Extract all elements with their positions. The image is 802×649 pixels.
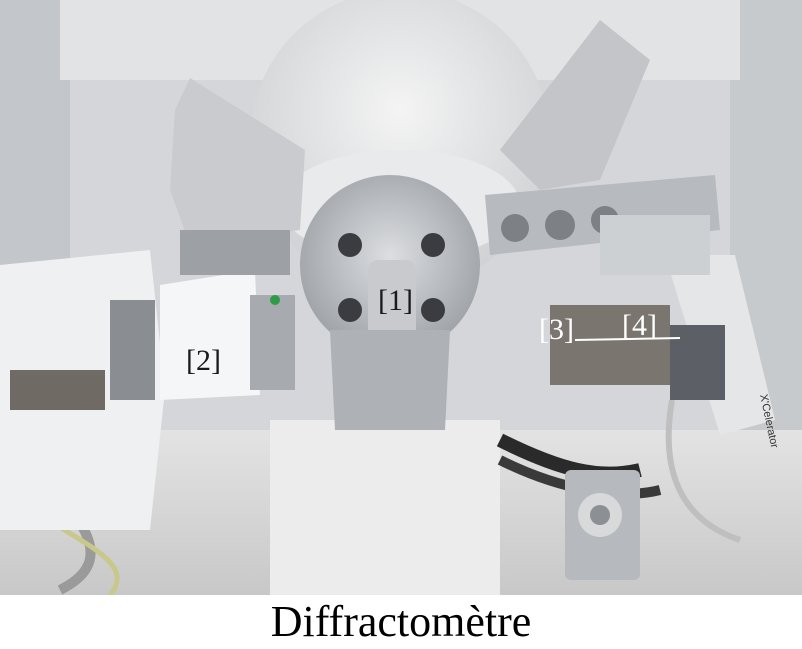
cable — [665, 399, 741, 543]
stage-bolt — [338, 233, 362, 257]
figure-caption: Diffractomètre — [270, 597, 532, 646]
callout-label-4: [4] — [622, 309, 657, 342]
arm-hole — [501, 214, 529, 242]
detector-mount — [600, 215, 710, 275]
stage-plate — [330, 330, 450, 430]
camera-lens-core — [590, 505, 610, 525]
stage-bolt — [421, 298, 445, 322]
central-stand — [270, 420, 500, 595]
callout-label-2: [2] — [186, 344, 221, 377]
source-clamp — [110, 300, 155, 400]
optics-mount — [180, 230, 290, 275]
detector-head — [670, 325, 725, 400]
callout-label-3: [3] — [539, 313, 574, 346]
receiving-optics — [550, 305, 670, 385]
left-fin — [170, 78, 305, 245]
diffractometer-photo: X'Celerator — [0, 0, 802, 595]
right-fin — [500, 20, 650, 190]
sample-holder — [368, 260, 416, 350]
callout-label-1: [1] — [378, 284, 413, 317]
stage-bolt — [338, 298, 362, 322]
beam-path-line — [574, 337, 681, 341]
optics-module — [160, 270, 260, 400]
stage-bolt — [421, 233, 445, 257]
source-plate — [10, 370, 105, 410]
status-led — [270, 295, 280, 305]
optics-bracket — [250, 295, 295, 390]
arm-hole — [545, 210, 575, 240]
